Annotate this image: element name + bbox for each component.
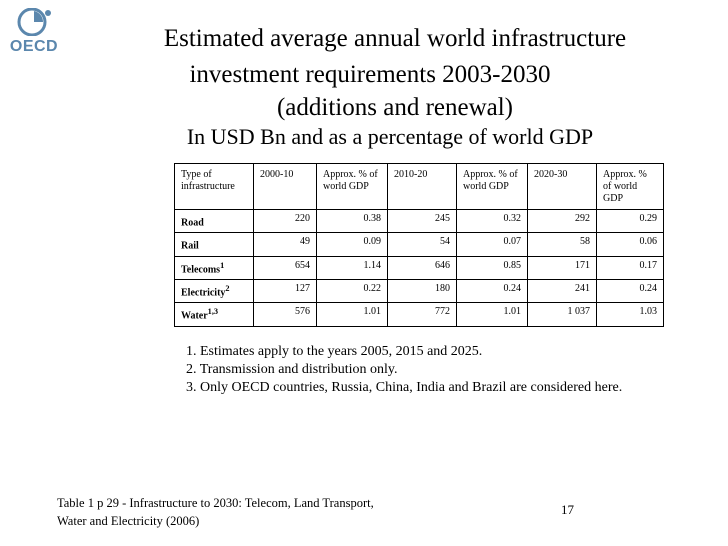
header-pct-1: Approx. % of world GDP	[316, 163, 388, 210]
cell-value: 646	[387, 255, 457, 280]
footnote-1: 1. Estimates apply to the years 2005, 20…	[186, 344, 483, 359]
cell-pct: 0.32	[456, 208, 528, 234]
cell-value: 220	[253, 208, 317, 234]
cell-value: 127	[253, 278, 317, 304]
cell-pct: 1.14	[316, 255, 388, 280]
cell-value: 772	[387, 302, 457, 327]
source-line-2: Water and Electricity (2006)	[57, 514, 200, 528]
cell-pct: 0.22	[316, 278, 388, 304]
cell-pct: 1.01	[316, 302, 388, 327]
cell-value: 58	[527, 232, 597, 257]
footnotes: 1. Estimates apply to the years 2005, 20…	[186, 343, 622, 397]
cell-pct: 0.85	[456, 255, 528, 280]
cell-value: 54	[387, 232, 457, 257]
cell-value: 654	[253, 255, 317, 280]
footnote-3: 3. Only OECD countries, Russia, China, I…	[186, 380, 623, 395]
oecd-logo: OECD	[8, 8, 60, 60]
page-number: 17	[561, 502, 574, 517]
cell-value: 180	[387, 278, 457, 304]
cell-pct: 0.07	[456, 232, 528, 257]
cell-value: 292	[527, 208, 597, 234]
cell-value: 1 037	[527, 302, 597, 327]
row-label: Rail	[174, 232, 254, 257]
cell-value: 245	[387, 208, 457, 234]
source-citation: Table 1 p 29 - Infrastructure to 2030: T…	[57, 494, 437, 530]
cell-pct: 0.29	[596, 208, 664, 234]
source-line-1: Table 1 p 29 - Infrastructure to 2030: T…	[57, 496, 374, 510]
header-type: Type of infrastructure	[174, 163, 254, 210]
table-row: Telecoms1 654 1.14 646 0.85 171 0.17	[174, 255, 664, 280]
cell-value: 171	[527, 255, 597, 280]
row-label: Road	[174, 208, 254, 234]
table-row: Road 220 0.38 245 0.32 292 0.29	[174, 208, 664, 234]
title-line-3: (additions and renewal)	[276, 94, 514, 121]
cell-pct: 1.01	[456, 302, 528, 327]
table-header-row: Type of infrastructure 2000-10 Approx. %…	[174, 163, 664, 210]
cell-pct: 0.06	[596, 232, 664, 257]
title-line-2: investment requirements 2003-2030	[189, 61, 551, 88]
cell-pct: 0.24	[456, 278, 528, 304]
investment-table: Type of infrastructure 2000-10 Approx. %…	[174, 163, 664, 327]
table-row: Rail 49 0.09 54 0.07 58 0.06	[174, 232, 664, 257]
table-row: Electricity2 127 0.22 180 0.24 241 0.24	[174, 278, 664, 304]
subtitle: In USD Bn and as a percentage of world G…	[186, 124, 594, 149]
cell-pct: 0.38	[316, 208, 388, 234]
header-2020-30: 2020-30	[527, 163, 597, 210]
cell-value: 241	[527, 278, 597, 304]
table-row: Water1,3 576 1.01 772 1.01 1 037 1.03	[174, 302, 664, 327]
cell-pct: 0.24	[596, 278, 664, 304]
oecd-logo-icon	[17, 8, 51, 36]
row-label: Electricity2	[174, 278, 254, 304]
cell-pct: 0.09	[316, 232, 388, 257]
header-pct-2: Approx. % of world GDP	[456, 163, 528, 210]
row-label: Telecoms1	[174, 255, 254, 280]
cell-value: 49	[253, 232, 317, 257]
row-label: Water1,3	[174, 302, 254, 327]
cell-value: 576	[253, 302, 317, 327]
footnote-2: 2. Transmission and distribution only.	[186, 362, 398, 377]
cell-pct: 1.03	[596, 302, 664, 327]
oecd-logo-text: OECD	[9, 38, 59, 55]
header-2000-10: 2000-10	[253, 163, 317, 210]
header-2010-20: 2010-20	[387, 163, 457, 210]
cell-pct: 0.17	[596, 255, 664, 280]
title-line-1: Estimated average annual world infrastru…	[163, 25, 627, 52]
header-pct-3: Approx. % of world GDP	[596, 163, 664, 210]
